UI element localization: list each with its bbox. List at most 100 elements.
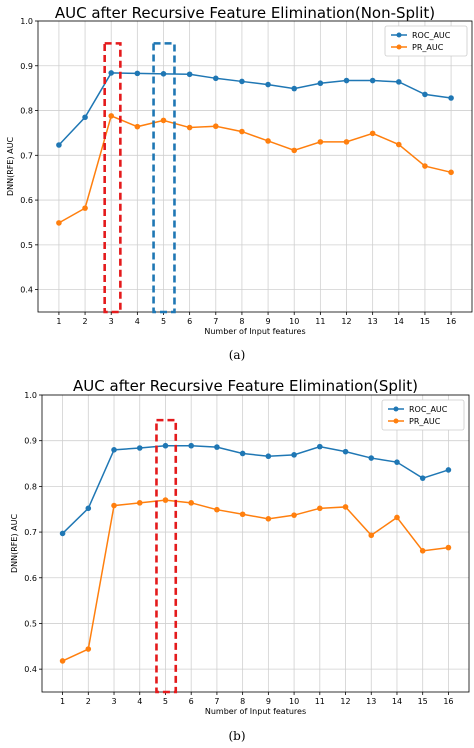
chart-b-ytick-label-0: 0.4 [24,665,37,674]
chart-a-highlight-box-0 [103,42,122,314]
chart-b-ytick-label-5: 0.9 [24,437,37,446]
chart-b-series-1-point-11 [342,504,349,510]
chart-b-series-0-point-9 [291,452,297,458]
chart-a-series-1-point-15 [448,169,454,176]
chart-b-xtick-label-10: 11 [315,697,325,706]
chart-a-highlight-box-1 [152,42,176,314]
chart-panel-b: AUC after Recursive Feature Elimination(… [0,374,474,748]
chart-b-series-1-point-4 [162,497,169,503]
chart-a-xtick-label-8: 9 [266,317,271,326]
chart-a-series-0-point-14 [422,91,428,98]
chart-a-series-0-point-8 [265,81,271,88]
chart-b-series-1-point-5 [188,500,194,506]
chart-a-xtick-label-14: 15 [420,317,430,326]
chart-a-svg: AUC after Recursive Feature Elimination(… [6,4,473,336]
chart-a-xlabel: Number of Input features [204,327,305,336]
chart-b-series-1-point-8 [265,516,272,522]
chart-a-series-0-point-10 [317,80,324,87]
chart-b-xtick-label-12: 13 [366,697,376,706]
chart-a-series-1-line [58,114,452,224]
chart-a-legend-label-1: PR_AUC [412,43,444,52]
chart-a-series-1-point-1 [82,205,88,211]
chart-b-xtick-label-1: 2 [86,697,91,706]
chart-b-series-0-point-1 [85,505,92,512]
chart-a-xtick-label-11: 12 [341,317,351,326]
chart-b-svg: AUC after Recursive Feature Elimination(… [10,377,470,716]
caption-b: (b) [228,729,246,743]
chart-a-legend [384,25,468,57]
chart-b-series-1-point-12 [368,532,375,539]
chart-a-series-1-point-9 [291,147,298,154]
chart-a-ytick-label-4: 0.8 [20,107,33,116]
chart-a-series-0-point-3 [134,70,141,77]
chart-b-xtick-label-8: 9 [266,697,271,706]
chart-a-ytick-label-0: 0.4 [20,286,33,295]
chart-a-xtick-label-4: 5 [161,317,166,326]
chart-b-legend-marker-1 [393,418,399,424]
chart-b-series-0-point-12 [368,455,375,461]
chart-a-series-0-point-15 [448,95,454,101]
chart-a-ytick-label-6: 1.0 [20,17,33,26]
chart-a-xtick-label-5: 6 [187,317,192,326]
chart-a-xtick-label-0: 1 [56,317,61,326]
chart-b-ytick-label-6: 1.0 [24,391,37,400]
chart-a-legend-marker-1 [396,44,402,50]
chart-a-series-1-point-7 [239,128,245,135]
chart-a-series-1-point-5 [186,124,193,131]
chart-a-series-1-point-14 [422,163,428,169]
chart-b-ytick-label-1: 0.5 [24,619,37,628]
chart-b-xtick-label-3: 4 [137,697,142,706]
chart-b-series-0-point-4 [162,442,169,449]
chart-a-series-1-point-0 [56,220,62,226]
chart-b-xtick-label-15: 16 [443,697,453,706]
chart-b-plot-frame [41,394,470,693]
chart-a-series-1-point-12 [369,130,376,137]
chart-b-series-1-point-6 [214,506,220,513]
chart-a-xtick-label-1: 2 [83,317,88,326]
chart-b-legend [381,399,465,431]
chart-a-series-0-line [58,72,452,146]
chart-a-series-0-point-5 [186,71,193,78]
chart-a-series-0-point-13 [395,79,402,85]
chart-b-ytick-label-4: 0.8 [24,482,37,491]
chart-a-ytick-label-5: 0.9 [20,62,33,71]
chart-b-series-1-point-14 [419,548,426,554]
chart-b-series-0-point-5 [188,442,194,449]
chart-a-legend-marker-0 [396,32,402,38]
chart-b-xtick-label-5: 6 [189,697,194,706]
chart-a-ytick-label-2: 0.6 [20,196,33,205]
chart-b-series-0-point-8 [265,453,272,460]
chart-b-xtick-label-13: 14 [392,697,402,706]
chart-a-xtick-label-12: 13 [368,317,378,326]
chart-a-series-0-point-2 [108,70,115,76]
chart-b-series-0-point-15 [445,467,452,473]
chart-b-series-0-point-13 [394,459,400,465]
chart-panel-a: AUC after Recursive Feature Elimination(… [6,4,473,362]
chart-b-ytick-label-2: 0.6 [24,574,37,583]
chart-b-series-1-point-15 [445,544,452,551]
chart-b-series-1-point-0 [59,658,66,664]
chart-b-series-0-line [62,444,449,534]
chart-b-xtick-label-4: 5 [163,697,168,706]
chart-a-xtick-label-3: 4 [135,317,140,326]
chart-b-series-0-point-6 [214,444,220,450]
chart-a-series-1-point-11 [343,139,350,145]
chart-b-series-1-point-10 [317,505,323,512]
chart-a-series-0-point-12 [369,77,376,84]
chart-a-ylabel: DNN(RFE) AUC [6,137,15,196]
chart-b-legend-marker-0 [393,406,399,412]
chart-a-xtick-label-6: 7 [213,317,218,326]
chart-a-xtick-label-2: 3 [109,317,114,326]
chart-b-highlight-box-0 [155,418,178,694]
chart-b-ytick-label-3: 0.7 [24,528,37,537]
chart-a-series-1-point-8 [265,138,271,144]
chart-a-series-0-point-1 [82,114,88,121]
chart-a-xtick-label-7: 8 [239,317,244,326]
chart-b-series-1-point-7 [239,511,246,518]
chart-a-title: AUC after Recursive Feature Elimination(… [55,4,435,22]
chart-a-series-1-point-3 [134,123,141,130]
chart-a-ytick-label-1: 0.5 [20,241,33,250]
chart-b-xtick-label-9: 10 [289,697,299,706]
chart-a-series-0-point-4 [160,71,167,77]
chart-b-series-0-point-0 [59,530,66,537]
